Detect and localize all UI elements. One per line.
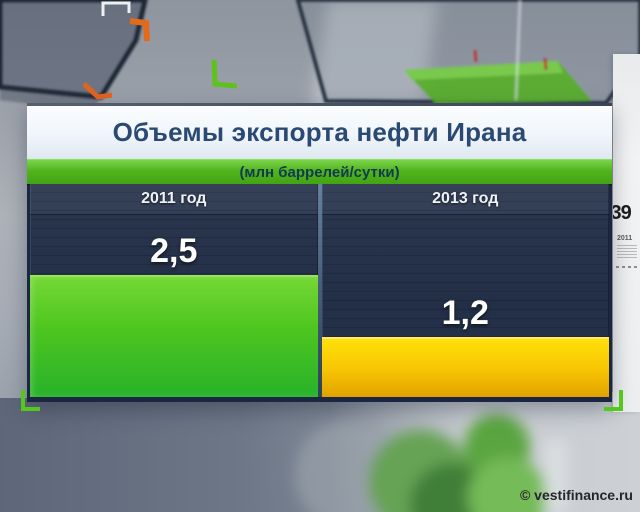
bar-2013: [321, 337, 609, 397]
background-year-label: 2011: [617, 235, 633, 242]
background-data-panel: .39 2011: [613, 54, 640, 412]
column-divider: [317, 184, 322, 397]
units-band: (млн баррелей/сутки): [27, 159, 612, 184]
background-tick-dashes: [616, 266, 640, 268]
chart-title: Объемы экспорта нефти Ирана: [112, 117, 527, 147]
title-band: Объемы экспорта нефти Ирана: [27, 106, 612, 159]
corner-bracket-bottom-right-icon: [604, 390, 623, 411]
column-header-2013: 2013 год: [321, 184, 609, 214]
value-label-2013: 1,2: [441, 294, 489, 332]
glass-box-left: [0, 0, 148, 112]
value-label-2011: 2,5: [150, 232, 198, 270]
bar-2011: [30, 275, 318, 397]
orange-corner-icon: [129, 18, 150, 42]
watermark: © vestifinance.ru: [519, 487, 633, 503]
background-big-number: .39: [613, 202, 632, 224]
green-corner-icon: [211, 59, 238, 89]
orange-corner-icon: [82, 82, 113, 100]
column-2011: 2011 год 2,5: [30, 184, 318, 397]
infographic-panel: Объемы экспорта нефти Ирана (млн барреле…: [27, 103, 612, 402]
white-corner-icon: [101, 1, 131, 16]
chart-area: 2011 год 2,5 2013 год 1,2: [27, 184, 612, 402]
studio-light-streak: [312, 0, 438, 108]
corner-bracket-bottom-left-icon: [21, 390, 40, 411]
column-header-2011: 2011 год: [30, 184, 318, 214]
background-text-lines: [613, 245, 640, 258]
units-label: (млн баррелей/сутки): [239, 163, 400, 181]
glass-box-right: [295, 0, 640, 106]
column-2013: 2013 год 1,2: [321, 184, 609, 397]
